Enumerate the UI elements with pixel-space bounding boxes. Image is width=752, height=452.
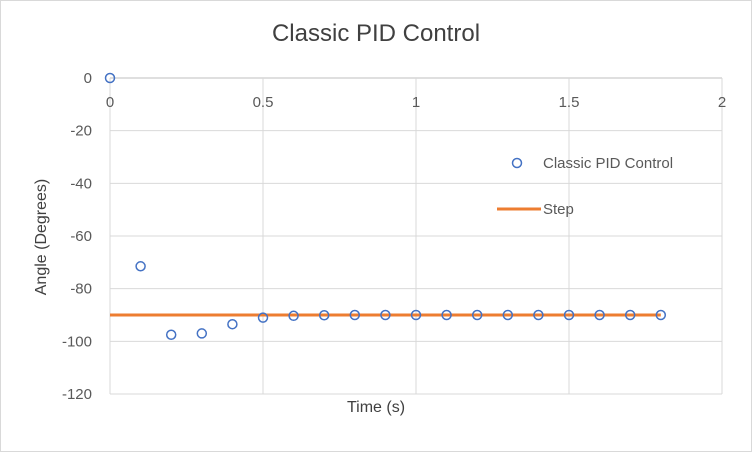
pid-data-point <box>257 312 269 323</box>
pid-data-point <box>349 309 361 321</box>
y-tick-label: -100 <box>62 333 92 350</box>
pid-data-point <box>594 309 605 321</box>
pid-data-point <box>624 309 636 321</box>
x-tick-label: 1.5 <box>559 94 580 111</box>
pid-data-point <box>533 309 544 321</box>
legend-label-step: Step <box>543 201 574 218</box>
pid-data-point <box>288 310 299 322</box>
y-tick-label: -40 <box>70 175 92 192</box>
x-tick-label: 0 <box>106 94 114 111</box>
x-tick-label: 2 <box>718 94 726 111</box>
pid-data-point <box>441 309 452 321</box>
pid-data-point <box>196 328 208 339</box>
x-axis-title: Time (s) <box>346 399 406 416</box>
y-tick-label: -80 <box>70 281 92 298</box>
pid-data-point <box>227 318 238 330</box>
y-tick-label: 0 <box>84 70 92 87</box>
chart-title: Classic PID Control <box>271 20 481 47</box>
legend-label-pid: Classic PID Control <box>543 155 673 172</box>
y-axis-title: Angle (Degrees) <box>33 178 50 296</box>
pid-data-point <box>380 309 391 321</box>
pid-data-point <box>471 309 483 321</box>
pid-data-point <box>502 309 514 321</box>
pid-data-point <box>563 309 575 321</box>
series-layer <box>104 72 667 340</box>
pid-data-point <box>165 329 177 340</box>
pid-data-point <box>318 310 330 321</box>
pid-data-point <box>655 309 667 321</box>
pid-data-point <box>135 261 146 272</box>
gridlines <box>109 77 723 395</box>
y-tick-label: -120 <box>62 386 92 403</box>
y-tick-label: -20 <box>70 123 92 140</box>
x-tick-label: 1 <box>412 94 420 111</box>
x-tick-label: 0.5 <box>253 94 274 111</box>
legend-marker-pid <box>511 157 523 169</box>
pid-data-point <box>410 309 422 321</box>
tick-labels: 0 -20 -40 -60 -80 -100 -120 0 0.5 1 1.5 2 <box>62 70 726 403</box>
y-tick-label: -60 <box>70 228 92 245</box>
pid-data-point <box>104 72 116 84</box>
legend: Classic PID Control Step <box>497 155 673 218</box>
